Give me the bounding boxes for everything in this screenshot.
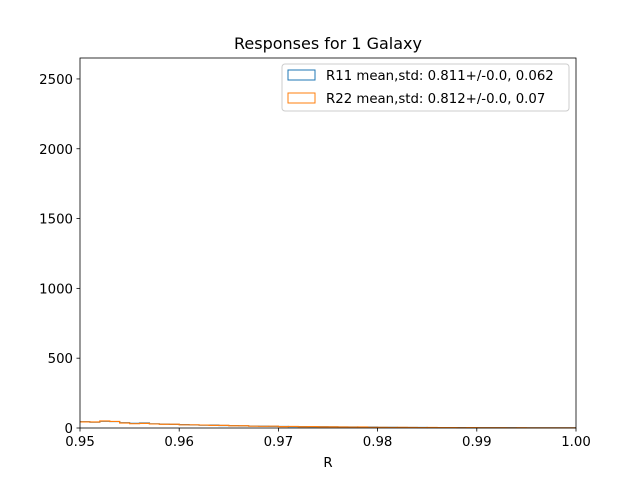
x-axis-label: R: [323, 456, 332, 471]
legend-swatch-r22: [287, 92, 316, 104]
legend-swatch-r11: [287, 69, 316, 81]
y-tick-label: 1500: [39, 213, 73, 228]
plot-area: [80, 58, 576, 428]
plot-background: [80, 58, 576, 428]
x-tick-label: 0.99: [462, 435, 492, 450]
series-layer: [80, 420, 576, 429]
x-tick-label: 0.98: [363, 435, 393, 450]
legend: R11 mean,std: 0.811+/-0.0, 0.062 R22 mea…: [281, 63, 570, 112]
y-axis: 0 500 1000 1500 2000 2500: [39, 73, 80, 437]
y-tick-label: 2500: [39, 73, 73, 88]
x-tick-label: 0.97: [264, 435, 294, 450]
series-line-r22: [80, 420, 576, 429]
y-tick-label: 2000: [39, 143, 73, 158]
y-tick-label: 0: [65, 422, 73, 437]
x-tick-label: 1.00: [561, 435, 591, 450]
y-tick-label: 500: [48, 352, 73, 367]
legend-box: [281, 63, 570, 112]
legend-label-r11: R11 mean,std: 0.811+/-0.0, 0.062: [326, 69, 554, 84]
x-tick-label: 0.96: [164, 435, 194, 450]
plot-frame: [79, 57, 577, 429]
y-tick-label: 1000: [39, 282, 73, 297]
chart-title: Responses for 1 Galaxy: [234, 34, 422, 53]
x-axis: 0.95 0.96 0.97 0.98 0.99 1.00: [65, 428, 591, 450]
x-tick-label: 0.95: [65, 435, 95, 450]
legend-label-r22: R22 mean,std: 0.812+/-0.0, 0.07: [326, 92, 545, 107]
